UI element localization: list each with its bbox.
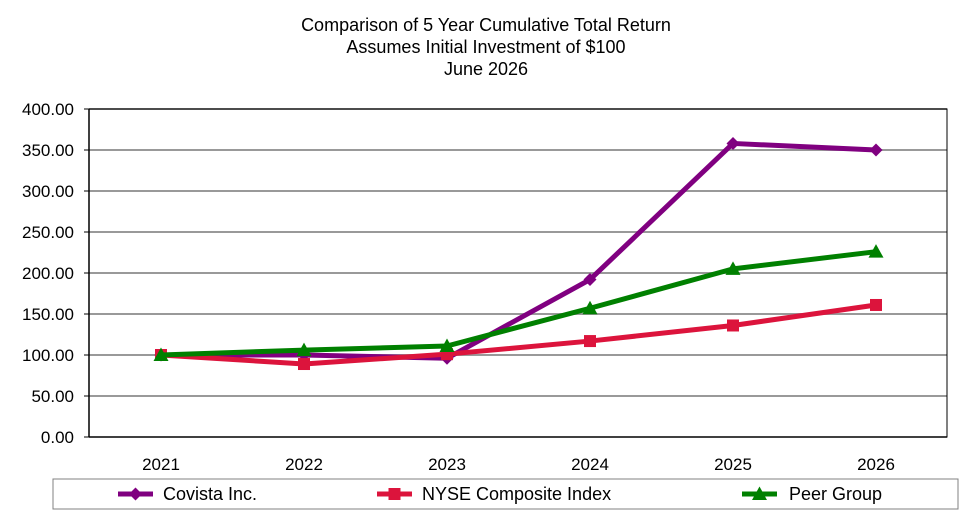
legend-item-peer-group: Peer Group [742, 484, 882, 504]
y-tick-label-5: 250.00 [22, 223, 74, 242]
y-tick-label-4: 200.00 [22, 264, 74, 283]
chart-title: Comparison of 5 Year Cumulative Total Re… [301, 15, 671, 79]
data-point-peer-group-2022 [296, 342, 312, 357]
data-point-peer-group-2023 [439, 338, 455, 352]
data-point-peer-group-2024 [582, 300, 598, 315]
y-tick-label-1: 50.00 [31, 387, 74, 406]
legend-marker-covista-inc [129, 487, 142, 501]
data-point-covista-inc-2026 [869, 143, 883, 157]
data-point-nyse-composite-index-2022 [298, 358, 310, 371]
legend-marker-nyse-composite-index [388, 488, 401, 500]
x-tick-label-5: 2026 [857, 455, 895, 474]
chart-subtitle-line-2: Assumes Initial Investment of $100 [346, 37, 625, 57]
y-tick-label-7: 350.00 [22, 141, 74, 160]
data-point-covista-inc-2024 [583, 273, 597, 287]
x-tick-label-3: 2024 [571, 455, 609, 474]
series-layer [153, 136, 884, 371]
data-point-nyse-composite-index-2024 [584, 335, 596, 348]
x-axis-tick-labels: 2021 2022 2023 2024 2025 2026 [142, 455, 895, 474]
x-tick-label-2: 2023 [428, 455, 466, 474]
data-point-peer-group-2026 [868, 244, 884, 258]
data-point-nyse-composite-index-2026 [870, 298, 882, 311]
legend-label-peer-group: Peer Group [789, 484, 882, 504]
y-tick-label-3: 150.00 [22, 305, 74, 324]
y-tick-label-6: 300.00 [22, 182, 74, 201]
series-line-covista-inc [158, 140, 879, 361]
series-peer-group [153, 244, 884, 361]
legend-item-nyse-composite-index: NYSE Composite Index [377, 484, 611, 504]
y-axis-tick-labels: 0.00 50.00 100.00 150.00 200.00 250.00 300.00 3… [22, 100, 74, 447]
legend-label-covista-inc: Covista Inc. [163, 484, 257, 504]
legend: Covista Inc. NYSE Composite Index Peer Gro… [52, 478, 959, 510]
data-point-peer-group-2021 [153, 347, 169, 361]
series-line-peer-group [158, 249, 879, 358]
legend-label-nyse-composite-index: NYSE Composite Index [422, 484, 611, 504]
x-tick-label-1: 2022 [285, 455, 323, 474]
data-point-nyse-composite-index-2025 [727, 319, 739, 332]
data-point-peer-group-2025 [725, 261, 741, 275]
chart-subtitle-line-3: June 2026 [444, 59, 528, 79]
y-tick-label-2: 100.00 [22, 346, 74, 365]
legend-item-covista-inc: Covista Inc. [118, 484, 257, 504]
x-tick-label-4: 2025 [714, 455, 752, 474]
y-tick-label-0: 0.00 [41, 428, 74, 447]
axes [84, 108, 948, 438]
y-tick-label-8: 400.00 [22, 100, 74, 119]
legend-box [52, 478, 959, 510]
legend-marker-peer-group [752, 486, 767, 500]
series-line-nyse-composite-index [158, 302, 879, 367]
data-point-covista-inc-2025 [726, 136, 740, 150]
x-tick-label-0: 2021 [142, 455, 180, 474]
chart-title-line-1: Comparison of 5 Year Cumulative Total Re… [301, 15, 671, 35]
